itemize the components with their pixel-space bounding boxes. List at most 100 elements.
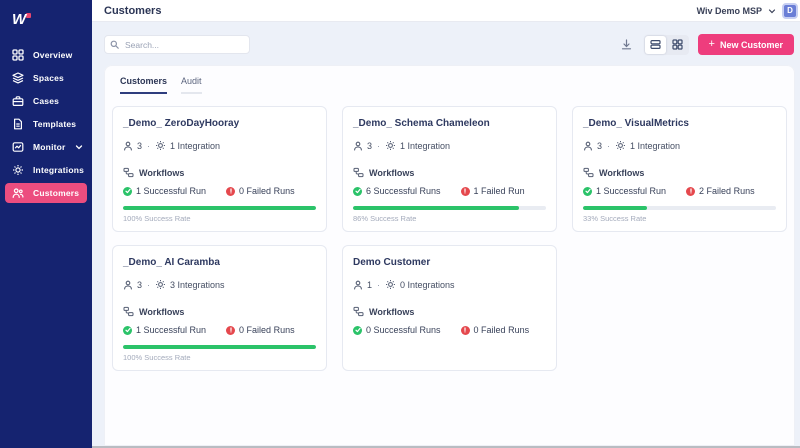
- members-count: 1: [367, 279, 373, 290]
- successful-runs: 1 Successful Run: [123, 325, 206, 335]
- app-logo[interactable]: W: [0, 8, 92, 41]
- failed-runs-label: 0 Failed Runs: [239, 186, 295, 196]
- integration-icon: [615, 140, 626, 151]
- customer-meta: 3 · 1 Integration: [583, 140, 776, 151]
- failed-runs-label: 0 Failed Runs: [239, 325, 295, 335]
- main-column: Customers Wiv Demo MSP D: [92, 0, 800, 448]
- members-count: 3: [137, 140, 143, 151]
- progress-bar: [583, 206, 776, 210]
- workflow-icon: [353, 306, 364, 317]
- runs-status-row: 1 Successful Run 2 Failed Runs: [583, 186, 776, 196]
- workflow-icon: [123, 306, 134, 317]
- successful-runs-label: 0 Successful Runs: [366, 325, 441, 335]
- success-rate-block: 86% Success Rate: [353, 206, 546, 223]
- account-name: Wiv Demo MSP: [696, 5, 762, 16]
- gear-icon: [12, 164, 24, 176]
- workflows-label: Workflows: [139, 306, 185, 317]
- customer-meta: 3 · 3 Integrations: [123, 279, 316, 290]
- progress-fill: [123, 206, 316, 210]
- success-rate-block: 33% Success Rate: [583, 206, 776, 223]
- download-button[interactable]: [618, 36, 635, 53]
- failed-runs-label: 1 Failed Run: [473, 186, 525, 196]
- customer-card[interactable]: _Demo_ Schema Chameleon 3 · 1 Integratio…: [342, 106, 557, 232]
- success-rate-label: 100% Success Rate: [123, 353, 191, 362]
- customer-card[interactable]: _Demo_ AI Caramba 3 · 3 Integrations: [112, 245, 327, 371]
- progress-bar: [353, 206, 546, 210]
- dashboard-icon: [12, 49, 24, 61]
- successful-runs-label: 1 Successful Run: [136, 325, 207, 335]
- progress-fill: [123, 345, 316, 349]
- monitor-icon: [12, 141, 24, 153]
- workflows-row: Workflows: [353, 306, 546, 317]
- customer-meta: 3 · 1 Integration: [123, 140, 316, 151]
- customer-name: _Demo_ Schema Chameleon: [353, 118, 490, 129]
- customer-card[interactable]: _Demo_ VisualMetrics 3 · 1 Integration: [572, 106, 787, 232]
- tab-audit[interactable]: Audit: [181, 76, 202, 94]
- workflows-row: Workflows: [123, 306, 316, 317]
- successful-runs-label: 1 Successful Run: [596, 186, 667, 196]
- customer-card[interactable]: _Demo_ ZeroDayHooray 3 · 1 Integration: [112, 106, 327, 232]
- sidebar-item-label: Integrations: [33, 165, 85, 175]
- view-toggle: [643, 34, 689, 55]
- failed-runs-label: 2 Failed Runs: [699, 186, 755, 196]
- sidebar-item-spaces[interactable]: Spaces: [5, 68, 87, 88]
- sidebar-item-customers[interactable]: Customers: [5, 183, 87, 203]
- success-rate-block: 100% Success Rate: [123, 345, 316, 362]
- meta-separator: ·: [607, 140, 611, 151]
- workflow-icon: [583, 167, 594, 178]
- sidebar-item-overview[interactable]: Overview: [5, 45, 87, 65]
- successful-runs: 0 Successful Runs: [353, 325, 441, 335]
- briefcase-icon: [12, 95, 24, 107]
- person-icon: [123, 141, 133, 151]
- search-icon: [110, 40, 119, 49]
- logo-w-glyph: W: [12, 11, 26, 28]
- sidebar-item-label: Cases: [33, 96, 60, 106]
- tab-customers[interactable]: Customers: [120, 76, 168, 94]
- sidebar-item-label: Overview: [33, 50, 73, 60]
- person-icon: [353, 141, 363, 151]
- check-icon: [353, 186, 362, 196]
- customer-card[interactable]: Demo Customer 1 · 0 Integrations: [342, 245, 557, 371]
- integration-icon: [385, 140, 396, 151]
- failed-runs: 0 Failed Runs: [460, 325, 529, 335]
- failed-runs: 1 Failed Run: [460, 186, 525, 196]
- meta-separator: ·: [147, 279, 151, 290]
- success-rate-label: 33% Success Rate: [583, 214, 647, 223]
- account-menu[interactable]: Wiv Demo MSP D: [696, 2, 798, 19]
- sidebar-item-templates[interactable]: Templates: [5, 114, 87, 134]
- check-icon: [123, 186, 132, 196]
- toolbar-actions: + New Customer: [618, 34, 794, 55]
- failed-runs: 2 Failed Runs: [686, 186, 755, 196]
- workflow-icon: [123, 167, 134, 178]
- person-icon: [583, 141, 593, 151]
- successful-runs-label: 1 Successful Run: [136, 186, 207, 196]
- new-customer-button[interactable]: + New Customer: [697, 34, 794, 55]
- workflows-label: Workflows: [369, 306, 415, 317]
- integration-icon: [385, 279, 396, 290]
- successful-runs: 1 Successful Run: [123, 186, 206, 196]
- list-view-button[interactable]: [644, 35, 666, 54]
- workflows-row: Workflows: [123, 167, 316, 178]
- workflows-row: Workflows: [583, 167, 776, 178]
- sidebar: W Overview Spaces: [0, 0, 92, 448]
- sidebar-item-monitor[interactable]: Monitor: [5, 137, 87, 157]
- search-input[interactable]: [104, 35, 250, 55]
- customers-panel: Customers Audit _Demo_ ZeroDayHooray 3 ·…: [104, 65, 795, 446]
- logo-dot: [26, 13, 32, 18]
- avatar[interactable]: D: [782, 2, 798, 19]
- workflow-icon: [353, 167, 364, 178]
- person-icon: [353, 280, 363, 290]
- sidebar-item-cases[interactable]: Cases: [5, 91, 87, 111]
- error-icon: [226, 325, 236, 335]
- error-icon: [686, 186, 696, 196]
- error-icon: [460, 325, 470, 335]
- sidebar-nav: Overview Spaces Cases: [0, 41, 92, 203]
- runs-status-row: 6 Successful Runs 1 Failed Run: [353, 186, 546, 196]
- search-box: [104, 35, 250, 55]
- sidebar-item-integrations[interactable]: Integrations: [5, 160, 87, 180]
- grid-view-button[interactable]: [667, 36, 688, 54]
- customer-meta: 1 · 0 Integrations: [353, 279, 546, 290]
- meta-separator: ·: [147, 140, 151, 151]
- progress-fill: [353, 206, 519, 210]
- integration-icon: [155, 140, 166, 151]
